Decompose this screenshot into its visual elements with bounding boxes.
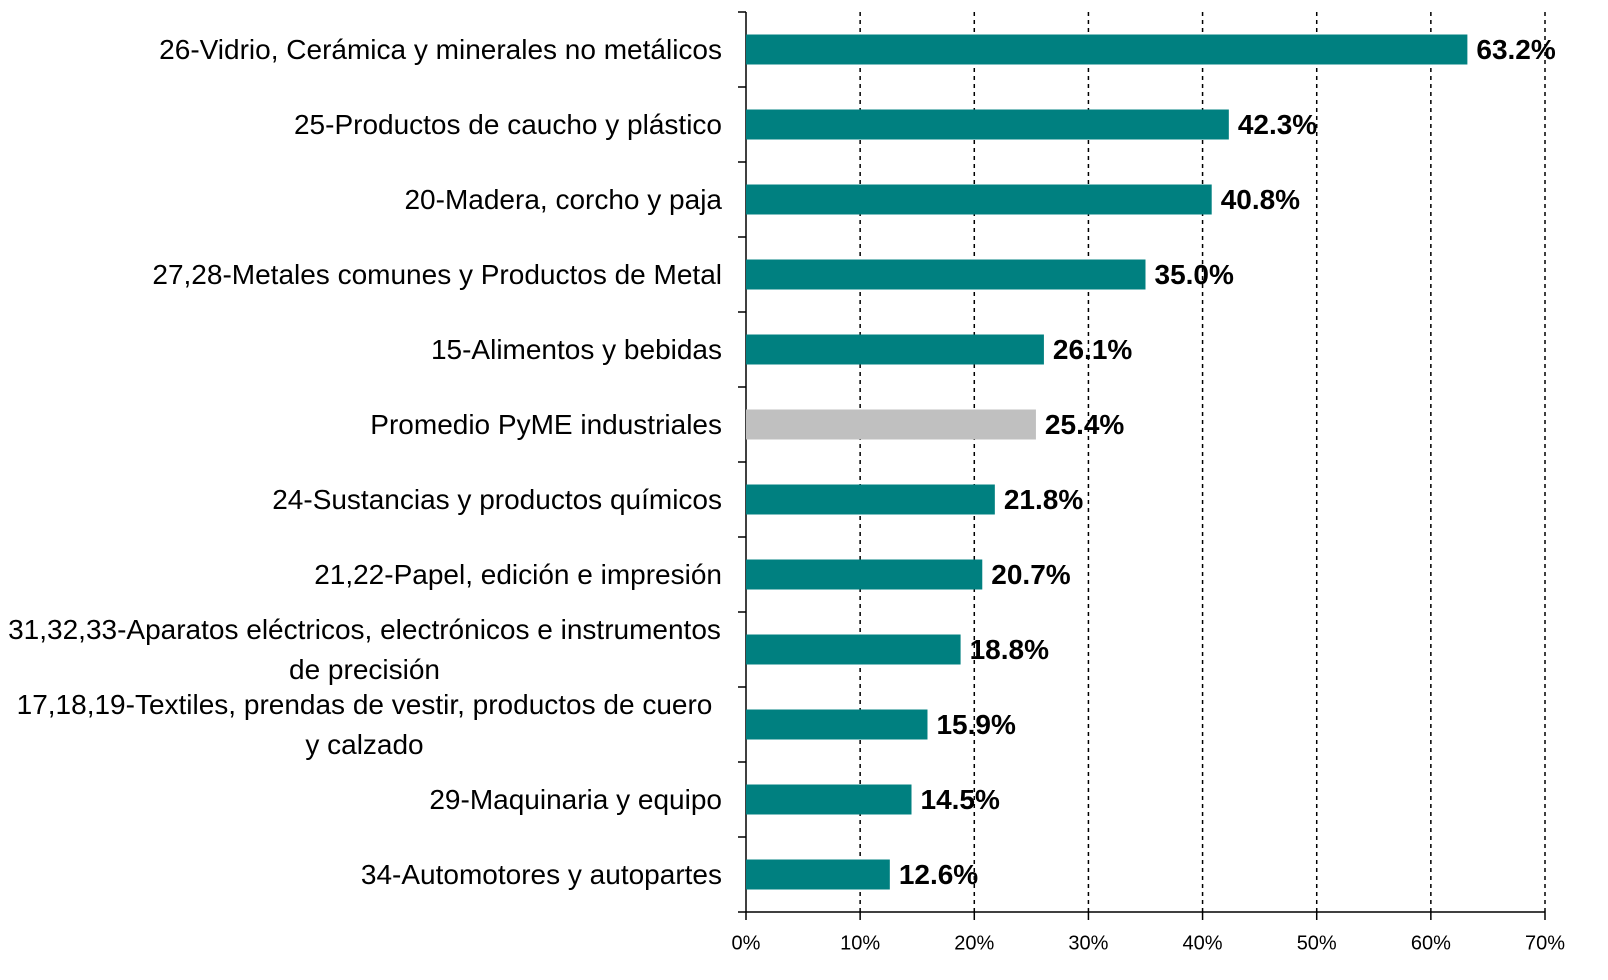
y-tick-label: 17,18,19-Textiles, prendas de vestir, pr… [16, 688, 713, 760]
category-label-box: 20-Madera, corcho y paja [0, 162, 722, 237]
x-tick-label: 10% [840, 932, 880, 954]
bar [746, 709, 928, 740]
value-label: 14.5% [921, 784, 1000, 815]
x-tick-label: 70% [1525, 932, 1565, 954]
y-tick-label: 24-Sustancias y productos químicos [272, 483, 722, 515]
x-tick-label: 60% [1411, 932, 1451, 954]
value-label: 26.1% [1053, 334, 1132, 365]
bar [746, 784, 912, 815]
x-tick-label: 20% [954, 932, 994, 954]
value-label: 35.0% [1155, 259, 1234, 290]
y-tick-label: 20-Madera, corcho y paja [404, 183, 722, 215]
value-label: 25.4% [1045, 409, 1124, 440]
bar [746, 559, 983, 590]
y-tick-label: 21,22-Papel, edición e impresión [314, 558, 722, 590]
x-tick-label: 50% [1297, 932, 1337, 954]
category-label-box: 26-Vidrio, Cerámica y minerales no metál… [0, 12, 722, 87]
y-tick-label: 31,32,33-Aparatos eléctricos, electrónic… [8, 613, 721, 685]
bar [746, 109, 1229, 140]
category-label-box: 21,22-Papel, edición e impresión [0, 537, 722, 612]
x-tick-label: 30% [1068, 932, 1108, 954]
bar [746, 859, 890, 890]
category-label-box: 24-Sustancias y productos químicos [0, 462, 722, 537]
y-tick-label: 15-Alimentos y bebidas [430, 333, 722, 365]
category-label-box: 17,18,19-Textiles, prendas de vestir, pr… [0, 687, 722, 762]
x-tick-label: 0% [732, 932, 761, 954]
category-label-box: 15-Alimentos y bebidas [0, 312, 722, 387]
category-label-box: 29-Maquinaria y equipo [0, 762, 722, 837]
bar [746, 184, 1212, 215]
value-label: 63.2% [1476, 34, 1555, 65]
value-label: 21.8% [1004, 484, 1083, 515]
bar [746, 34, 1468, 65]
value-label: 20.7% [991, 559, 1070, 590]
y-tick-label: Promedio PyME industriales [370, 408, 722, 440]
category-label-box: 27,28-Metales comunes y Productos de Met… [0, 237, 722, 312]
category-label-box: 31,32,33-Aparatos eléctricos, electrónic… [0, 612, 722, 687]
value-label: 40.8% [1221, 184, 1300, 215]
value-label: 15.9% [936, 709, 1015, 740]
y-tick-label: 29-Maquinaria y equipo [429, 783, 722, 815]
y-tick-label: 25-Productos de caucho y plástico [293, 108, 722, 140]
category-label-box: 25-Productos de caucho y plástico [0, 87, 722, 162]
bar [746, 484, 995, 515]
bar [746, 334, 1044, 365]
y-tick-label: 34-Automotores y autopartes [360, 858, 722, 890]
value-label: 42.3% [1238, 109, 1317, 140]
y-tick-label: 27,28-Metales comunes y Productos de Met… [152, 258, 722, 290]
category-label-box: 34-Automotores y autopartes [0, 837, 722, 912]
bar [746, 259, 1146, 290]
value-label: 12.6% [899, 859, 978, 890]
value-label: 18.8% [970, 634, 1049, 665]
bar [746, 634, 961, 665]
x-tick-label: 40% [1183, 932, 1223, 954]
category-label-box: Promedio PyME industriales [0, 387, 722, 462]
y-tick-label: 26-Vidrio, Cerámica y minerales no metál… [159, 33, 722, 65]
bar [746, 409, 1036, 440]
